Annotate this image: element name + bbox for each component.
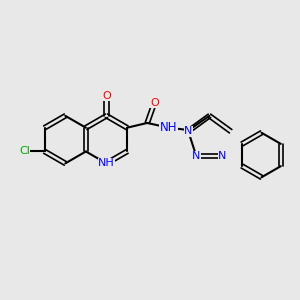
Text: N: N	[184, 126, 192, 136]
Text: NH: NH	[160, 121, 177, 134]
Text: Cl: Cl	[19, 146, 30, 157]
Text: N: N	[192, 151, 200, 161]
Text: N: N	[218, 151, 227, 161]
Text: NH: NH	[98, 158, 115, 168]
Text: O: O	[150, 98, 159, 108]
Text: O: O	[102, 91, 111, 100]
